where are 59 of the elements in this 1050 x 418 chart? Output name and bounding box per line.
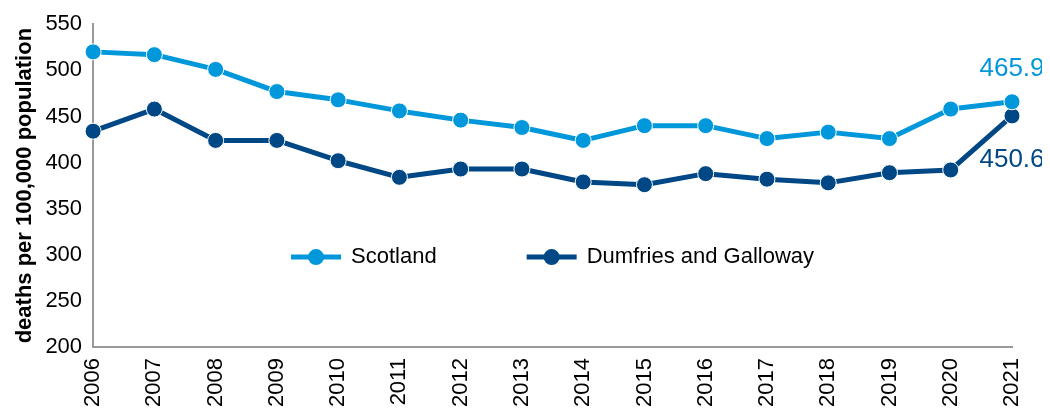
y-tick-label: 350 — [45, 194, 83, 220]
point — [207, 60, 225, 78]
point — [819, 174, 837, 192]
point — [452, 160, 470, 178]
x-tick-label: 2010 — [324, 358, 350, 408]
y-tick-label: 200 — [45, 333, 83, 359]
point — [329, 152, 347, 170]
x-tick-label: 2013 — [507, 358, 533, 408]
x-tick-label: 2011 — [385, 358, 411, 406]
point — [697, 117, 715, 135]
y-tick-label: 500 — [45, 56, 83, 82]
y-tick-label: 250 — [45, 287, 83, 312]
x-tick-label: 2014 — [569, 358, 595, 408]
x-tick-label: 2019 — [875, 358, 901, 408]
x-tick-label: 2009 — [262, 358, 288, 408]
point — [390, 102, 408, 120]
x-tick-label: 2015 — [630, 358, 656, 408]
x-tick-label: 2017 — [753, 358, 779, 408]
point — [880, 130, 898, 148]
y-axis-title: deaths per 100,000 population — [11, 27, 37, 344]
point — [1003, 107, 1021, 125]
x-tick-label: 2018 — [814, 358, 840, 408]
point — [452, 111, 470, 129]
y-tick-label: 300 — [45, 240, 83, 266]
x-tick-label: 2020 — [936, 358, 962, 408]
x-tick-label: 2007 — [140, 358, 166, 408]
point — [758, 130, 776, 148]
point — [942, 161, 960, 179]
point — [513, 119, 531, 137]
point — [697, 165, 715, 183]
x-tick-label: 2016 — [691, 358, 717, 408]
point — [268, 83, 286, 101]
point — [574, 131, 592, 149]
y-tick-label: 450 — [45, 102, 83, 128]
point — [268, 131, 286, 149]
point — [942, 100, 960, 118]
y-tick-label: 550 — [45, 10, 83, 36]
point — [390, 168, 408, 186]
point — [758, 170, 776, 188]
point — [635, 176, 653, 194]
point — [145, 100, 163, 118]
x-tick-label: 2012 — [446, 358, 472, 408]
point — [84, 43, 102, 61]
x-tick-label: 2008 — [201, 358, 227, 408]
point — [84, 122, 102, 140]
legend-label: Dumfries and Galloway — [586, 243, 815, 269]
point — [819, 123, 837, 141]
y-tick-label: 400 — [45, 148, 83, 174]
point — [145, 46, 163, 64]
point — [1003, 93, 1021, 111]
point — [207, 131, 225, 149]
x-tick-label: 2006 — [79, 358, 105, 408]
point — [635, 117, 653, 135]
legend-label: Scotland — [351, 243, 437, 269]
point — [513, 160, 531, 178]
x-tick-label: 2021 — [998, 358, 1024, 408]
point — [880, 164, 898, 182]
point — [329, 91, 347, 109]
point — [574, 173, 592, 191]
